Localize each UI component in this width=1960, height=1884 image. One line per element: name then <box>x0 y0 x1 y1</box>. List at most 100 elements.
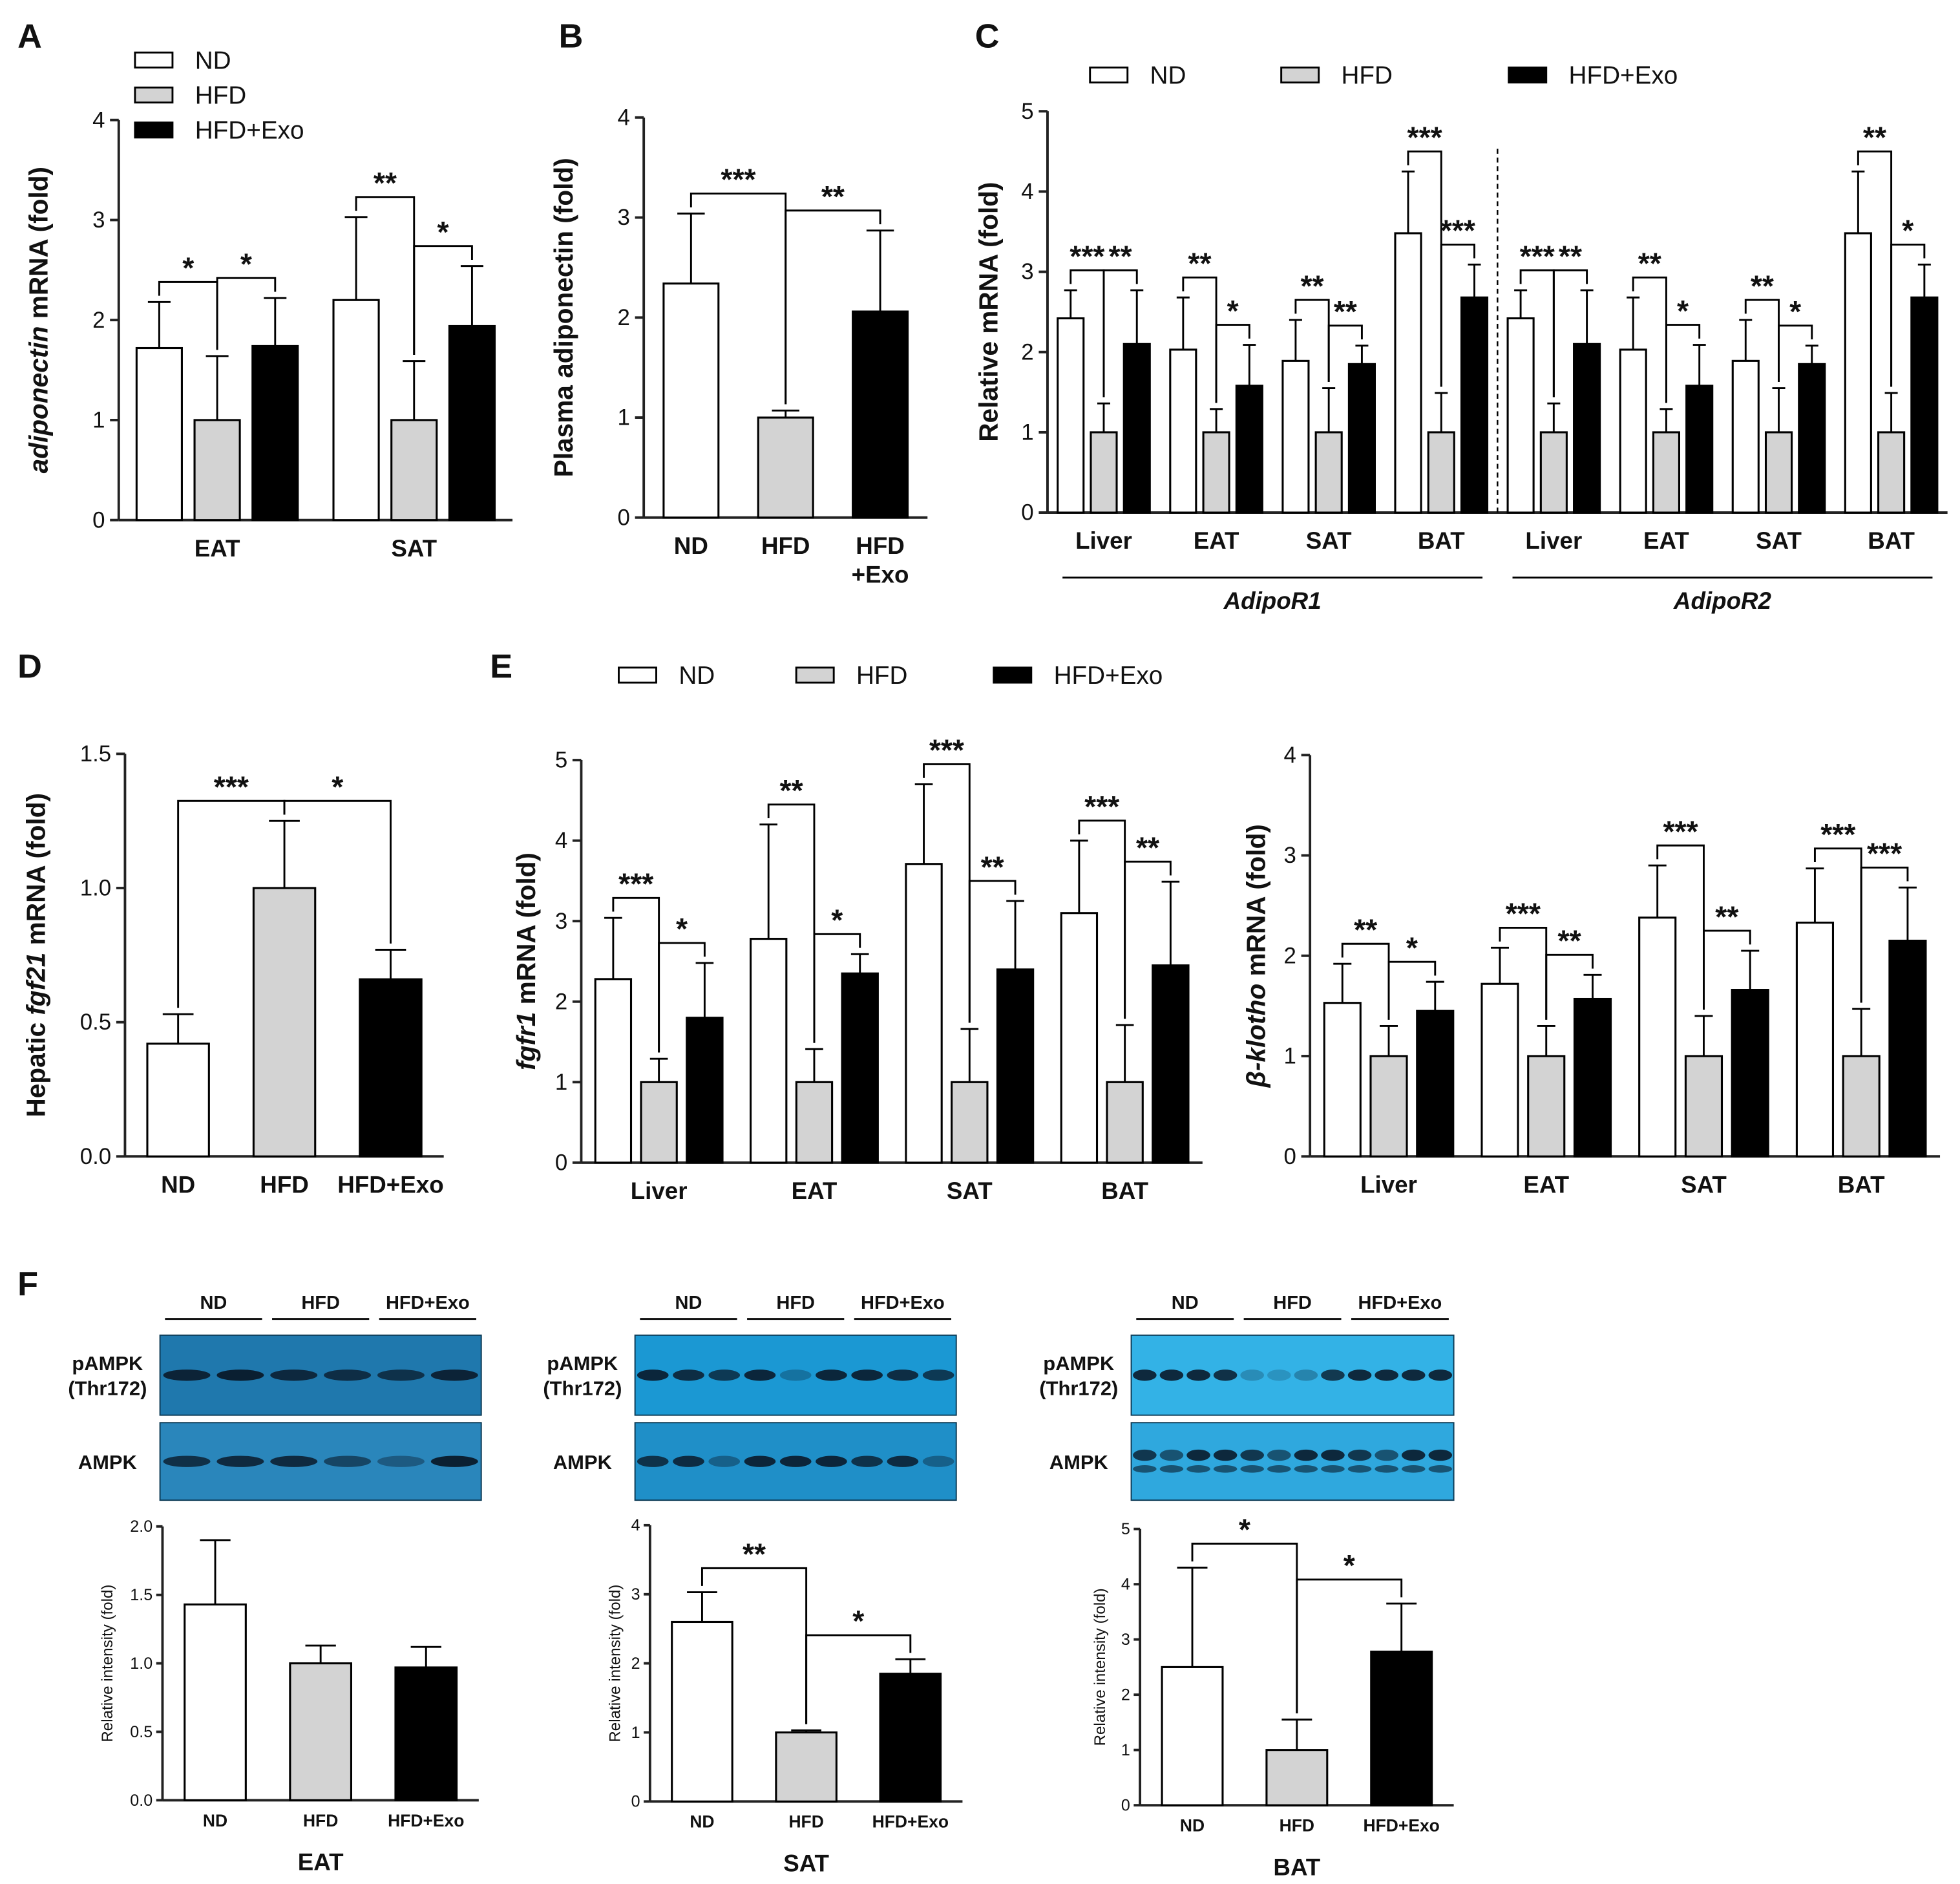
significance-label: * <box>332 770 344 803</box>
error-bar <box>1741 949 1760 990</box>
error-bar <box>687 1591 717 1622</box>
y-axis-label: Relative intensity (fold) <box>606 1585 624 1742</box>
bar <box>1573 343 1601 514</box>
significance-bracket <box>1545 953 1594 1020</box>
bar <box>394 1666 458 1801</box>
error-bar <box>759 823 778 939</box>
significance-bracket <box>767 803 816 1043</box>
y-tick-label: 2 <box>1021 339 1033 365</box>
blot-band <box>1375 1449 1398 1461</box>
error-bar <box>1852 1008 1871 1057</box>
error-bar <box>403 360 426 420</box>
bar <box>905 863 943 1164</box>
error-bar <box>1851 170 1865 233</box>
significance-label: * <box>1789 295 1802 328</box>
error-bar <box>1070 840 1088 913</box>
y-axis-label: Hepatic fgf21 mRNA (fold) <box>21 793 51 1117</box>
blot-group-label: ND <box>675 1293 702 1313</box>
bar <box>1842 1055 1881 1158</box>
x-tick-label: ND <box>1180 1816 1205 1836</box>
significance-bracket <box>1102 269 1138 397</box>
y-tick-label: 2 <box>631 1655 640 1673</box>
legend-label: ND <box>195 47 231 74</box>
error-bar <box>1772 387 1786 432</box>
legend-label: HFD <box>856 662 907 690</box>
error-bar <box>1435 392 1448 432</box>
x-tick-label: BAT <box>1101 1178 1148 1204</box>
error-bar <box>1583 973 1602 999</box>
blot-band <box>430 1455 478 1467</box>
y-tick-label: 1 <box>92 408 105 433</box>
x-tick-label: HFD+Exo <box>337 1171 443 1198</box>
x-axis-label: SAT <box>783 1850 829 1877</box>
bar <box>1235 385 1263 514</box>
blot-band <box>1321 1370 1345 1381</box>
error-bar <box>1322 387 1336 432</box>
error-bar <box>1380 1024 1398 1057</box>
significance-bracket <box>785 209 881 405</box>
panel-letter: D <box>17 648 42 685</box>
y-tick-label: 2.0 <box>130 1518 153 1536</box>
significance-label: ** <box>821 180 845 213</box>
bar <box>640 1081 678 1164</box>
blot-band <box>1133 1465 1157 1473</box>
significance-label: *** <box>1506 897 1541 931</box>
blot-band <box>1186 1449 1210 1461</box>
significance-label: ** <box>1188 247 1212 280</box>
bar <box>671 1620 733 1803</box>
y-axis-label: Relative mRNA (fold) <box>974 182 1004 441</box>
y-tick-label: 4 <box>1021 179 1033 204</box>
y-tick-label: 1 <box>1284 1044 1296 1069</box>
error-bar <box>1547 402 1561 432</box>
bar <box>1106 1081 1144 1164</box>
blot-band <box>1401 1449 1426 1461</box>
legend-label: HFD <box>1342 62 1393 90</box>
significance-label: ** <box>780 774 804 807</box>
blot-band <box>1401 1465 1426 1473</box>
error-bar <box>1210 408 1223 432</box>
bar <box>1798 363 1826 514</box>
error-bar <box>772 409 799 418</box>
bar <box>1506 317 1535 514</box>
y-tick-label: 0 <box>618 505 630 530</box>
bar <box>1152 964 1190 1164</box>
bar <box>996 968 1035 1164</box>
bar <box>594 978 633 1164</box>
significance-label: * <box>676 912 688 946</box>
blot-row-label: AMPK <box>1049 1451 1109 1474</box>
significance-label: ** <box>1558 924 1582 958</box>
blot-group-label: ND <box>200 1293 227 1313</box>
error-bar <box>460 265 483 326</box>
error-bar <box>1130 289 1144 344</box>
y-tick-label: 4 <box>92 107 105 132</box>
bar <box>1684 1055 1723 1158</box>
legend-label: HFD+Exo <box>195 117 304 145</box>
blot-band <box>637 1455 669 1467</box>
legend-swatch <box>795 666 835 684</box>
error-bar <box>1097 402 1111 432</box>
x-tick-label: EAT <box>792 1178 838 1204</box>
bar <box>359 978 423 1158</box>
blot-band <box>216 1370 264 1381</box>
error-bar <box>1537 1024 1555 1057</box>
legend-swatch <box>1280 67 1320 84</box>
legend-swatch <box>134 122 174 139</box>
y-tick-label: 3 <box>631 1585 640 1604</box>
y-tick-label: 0.5 <box>80 1010 111 1035</box>
y-tick-label: 2 <box>555 989 567 1014</box>
significance-bracket <box>1552 269 1588 397</box>
blot-row-label: AMPK <box>553 1451 613 1474</box>
blot-band <box>851 1370 883 1381</box>
legend-swatch <box>1089 67 1129 84</box>
bar <box>1731 989 1769 1158</box>
x-tick-label: HFD+Exo <box>1364 1816 1440 1836</box>
error-bar <box>344 216 368 301</box>
x-axis-label: EAT <box>298 1849 344 1876</box>
y-tick-label: 2 <box>1284 943 1296 968</box>
significance-bracket <box>1387 960 1437 1020</box>
error-bar <box>1805 344 1818 365</box>
blot-row-line: (Thr172) <box>68 1377 147 1400</box>
error-bar <box>1281 1719 1312 1750</box>
bar <box>1370 1650 1433 1806</box>
